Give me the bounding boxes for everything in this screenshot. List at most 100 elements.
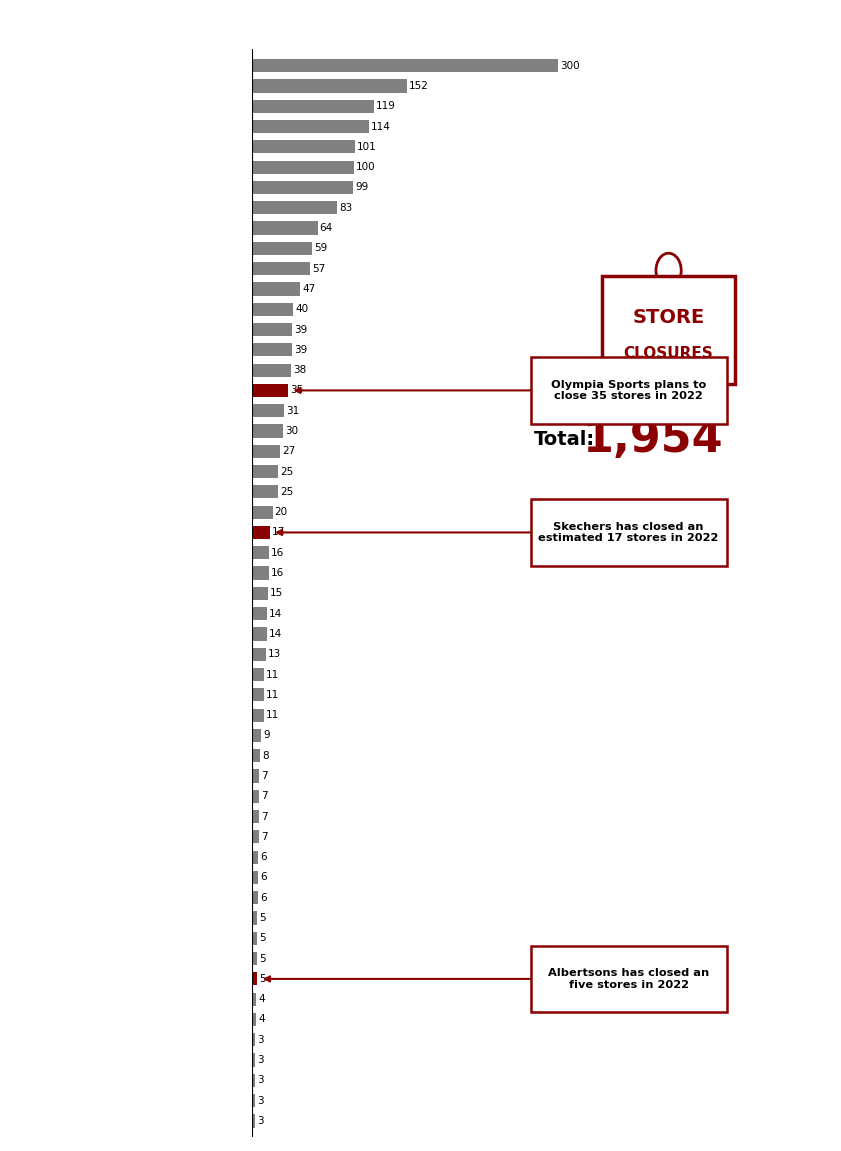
Bar	[252, 383, 288, 397]
Text: 7: 7	[262, 811, 268, 822]
Text: 20: 20	[275, 508, 288, 517]
Bar	[252, 607, 267, 620]
Text: 14: 14	[268, 609, 282, 618]
Text: announced store
closures**: announced store closures**	[534, 503, 691, 544]
Bar	[252, 547, 268, 559]
Text: 9: 9	[263, 731, 270, 740]
Text: 83: 83	[339, 203, 352, 213]
Text: 59: 59	[315, 243, 328, 253]
Bar	[252, 364, 291, 376]
Bar	[252, 729, 262, 742]
Text: Skechers has closed an
estimated 17 stores in 2022: Skechers has closed an estimated 17 stor…	[538, 521, 719, 543]
Bar	[252, 912, 257, 924]
Bar	[252, 161, 354, 174]
Bar	[252, 120, 368, 134]
Text: 25: 25	[280, 487, 293, 497]
Bar	[252, 79, 407, 92]
Bar	[252, 952, 257, 966]
Text: 15: 15	[270, 588, 283, 599]
Text: Albertsons has closed an
five stores in 2022: Albertsons has closed an five stores in …	[548, 968, 709, 990]
Bar	[252, 688, 263, 701]
Bar	[252, 627, 267, 640]
Text: 99: 99	[355, 183, 368, 192]
Bar	[252, 486, 278, 498]
Text: 57: 57	[313, 264, 325, 274]
Bar	[252, 1095, 256, 1107]
Bar	[252, 790, 259, 803]
Bar	[252, 1013, 257, 1026]
Bar	[252, 1053, 256, 1067]
Text: 11: 11	[266, 710, 279, 721]
Text: 152: 152	[410, 81, 429, 91]
Text: 4: 4	[258, 1014, 265, 1024]
Bar	[252, 425, 283, 437]
Text: 39: 39	[294, 325, 307, 335]
Text: 40: 40	[295, 304, 309, 314]
Bar	[252, 749, 261, 762]
Text: 25: 25	[280, 466, 293, 477]
Bar	[252, 973, 257, 985]
Text: 16: 16	[271, 569, 284, 578]
Bar	[252, 891, 258, 905]
Text: 5: 5	[259, 913, 266, 923]
Text: 119: 119	[376, 101, 395, 112]
Bar	[252, 648, 266, 661]
Text: 5: 5	[259, 933, 266, 944]
Text: 31: 31	[286, 405, 299, 416]
Bar	[252, 303, 293, 315]
Text: 5: 5	[259, 974, 266, 984]
Text: Total:: Total:	[534, 430, 595, 449]
Text: 17: 17	[272, 527, 285, 538]
Text: 3: 3	[257, 1096, 264, 1106]
Text: 6: 6	[261, 852, 267, 862]
Text: 7: 7	[262, 832, 268, 841]
Bar	[252, 343, 292, 357]
Text: 7: 7	[262, 771, 268, 782]
Bar	[252, 931, 257, 945]
Bar	[252, 100, 373, 113]
Text: 8: 8	[262, 750, 269, 761]
Text: 14: 14	[268, 628, 282, 639]
Bar	[252, 404, 284, 418]
Text: 3: 3	[257, 1035, 264, 1045]
Text: 3: 3	[257, 1075, 264, 1085]
Text: 27: 27	[282, 447, 295, 456]
Text: 11: 11	[266, 689, 279, 700]
Bar	[252, 992, 257, 1006]
Bar	[252, 566, 268, 580]
Text: 64: 64	[320, 223, 333, 233]
Bar	[252, 810, 259, 823]
Bar	[252, 323, 292, 336]
Text: 300: 300	[560, 61, 579, 70]
Bar	[252, 444, 280, 458]
Text: STORE: STORE	[632, 308, 705, 327]
Text: 6: 6	[261, 893, 267, 902]
Text: 3: 3	[257, 1116, 264, 1126]
Text: 35: 35	[290, 386, 304, 396]
Text: 30: 30	[285, 426, 298, 436]
Text: CLOSURES: CLOSURES	[624, 345, 713, 360]
Bar	[252, 587, 267, 600]
Text: 4: 4	[258, 994, 265, 1004]
Bar	[252, 181, 353, 195]
Text: 100: 100	[357, 162, 376, 173]
Bar	[252, 1074, 256, 1087]
Bar	[252, 221, 318, 235]
Bar	[252, 709, 263, 722]
Bar	[252, 505, 272, 519]
Text: 38: 38	[293, 365, 306, 375]
Bar	[252, 282, 300, 296]
Bar	[252, 465, 278, 478]
Text: 3: 3	[257, 1055, 264, 1065]
Bar	[252, 242, 313, 256]
Text: 39: 39	[294, 345, 307, 355]
Bar	[252, 201, 337, 214]
Text: 1,954: 1,954	[583, 418, 723, 462]
Text: 5: 5	[259, 954, 266, 963]
Text: 114: 114	[371, 122, 390, 131]
Bar	[252, 526, 270, 539]
Bar	[252, 851, 258, 863]
Bar	[252, 668, 263, 681]
Text: 16: 16	[271, 548, 284, 558]
Text: 6: 6	[261, 872, 267, 883]
